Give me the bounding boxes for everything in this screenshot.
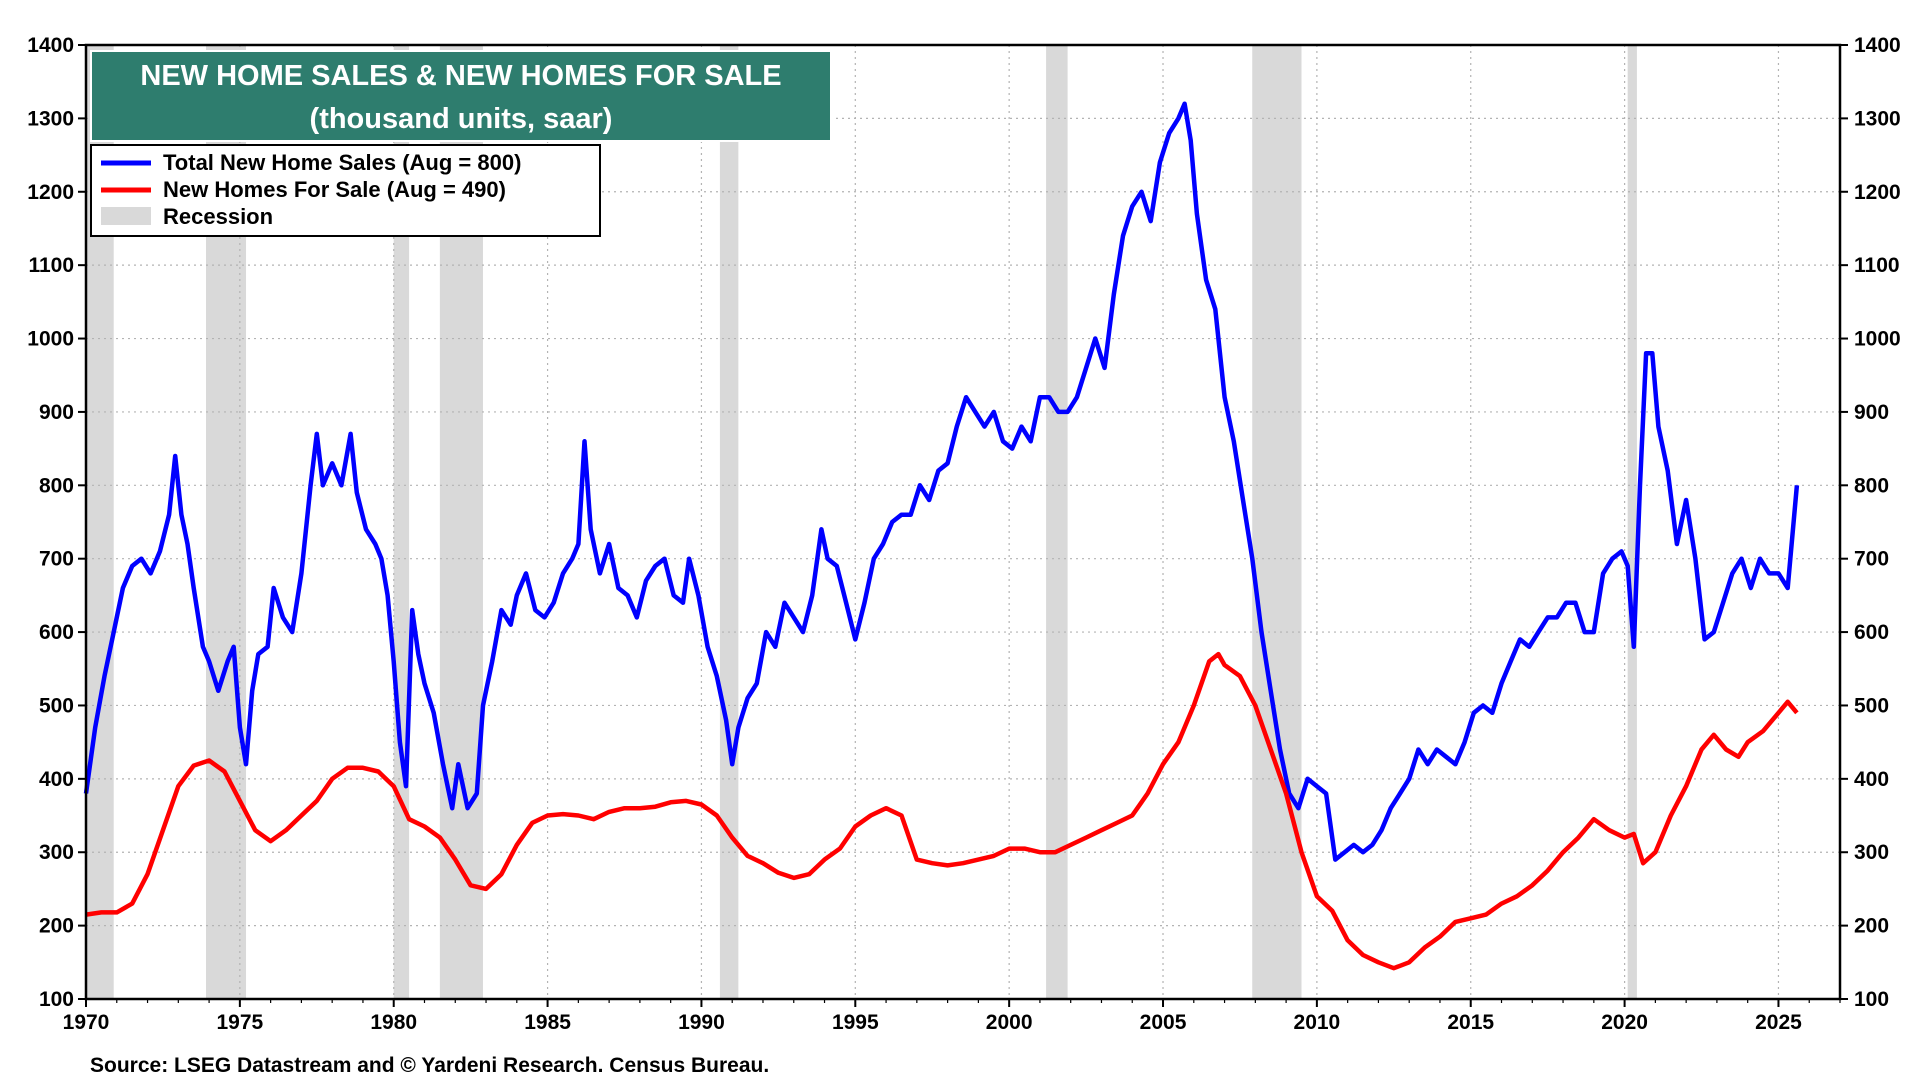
y-tick-label-right-5: 600 <box>1854 621 1889 644</box>
y-tick-label-left-0: 100 <box>39 988 74 1011</box>
x-tick-label-0: 1970 <box>63 1011 110 1034</box>
y-tick-label-right-4: 500 <box>1854 694 1889 717</box>
recession-band-4 <box>719 45 739 999</box>
x-tick-label-2: 1980 <box>370 1011 417 1034</box>
recession-band-5 <box>1046 45 1068 999</box>
y-tick-label-right-2: 300 <box>1854 841 1889 864</box>
y-tick-label-left-6: 700 <box>39 548 74 571</box>
chart-title: NEW HOME SALES & NEW HOMES FOR SALE <box>140 60 781 92</box>
series-line-0 <box>83 101 1800 862</box>
x-tick-label-9: 2015 <box>1447 1011 1494 1034</box>
y-tick-label-left-3: 400 <box>39 768 74 791</box>
x-tick-label-1: 1975 <box>217 1011 264 1034</box>
y-tick-label-right-10: 1100 <box>1854 254 1900 277</box>
x-tick-label-5: 1995 <box>832 1011 879 1034</box>
y-tick-label-left-4: 500 <box>39 694 74 717</box>
x-tick-label-4: 1990 <box>678 1011 725 1034</box>
legend-label-recession: Recession <box>163 204 273 229</box>
y-tick-label-left-10: 1100 <box>28 254 74 277</box>
y-tick-label-left-11: 1200 <box>27 181 74 204</box>
legend-label-sales: Total New Home Sales (Aug = 800) <box>163 150 521 175</box>
y-tick-label-right-6: 700 <box>1854 548 1889 571</box>
x-tick-label-6: 2000 <box>986 1011 1033 1034</box>
y-tick-label-right-7: 800 <box>1854 474 1889 497</box>
x-tick-label-11: 2025 <box>1755 1011 1802 1034</box>
legend-box <box>90 144 601 237</box>
y-tick-label-right-3: 400 <box>1854 768 1889 791</box>
x-tick-label-8: 2010 <box>1294 1011 1341 1034</box>
plot-frame <box>84 43 1842 1001</box>
y-tick-label-right-9: 1000 <box>1854 328 1901 351</box>
x-tick-label-10: 2020 <box>1601 1011 1648 1034</box>
y-tick-label-right-13: 1400 <box>1854 34 1901 57</box>
series-lines <box>83 101 1800 971</box>
y-tick-label-left-9: 1000 <box>27 328 74 351</box>
y-tick-label-left-2: 300 <box>39 841 74 864</box>
x-tick-label-3: 1985 <box>524 1011 571 1034</box>
source-note: Source: LSEG Datastream and © Yardeni Re… <box>90 1054 769 1077</box>
legend-swatch-recession <box>101 207 151 225</box>
y-tick-label-left-7: 800 <box>39 474 74 497</box>
series-line-1 <box>85 651 1799 971</box>
y-tick-label-right-12: 1300 <box>1854 107 1901 130</box>
y-tick-label-left-12: 1300 <box>27 107 74 130</box>
recession-band-7 <box>1627 45 1637 999</box>
x-tick-label-7: 2005 <box>1140 1011 1187 1034</box>
y-tick-label-left-1: 200 <box>39 915 74 938</box>
y-tick-label-left-5: 600 <box>39 621 74 644</box>
y-tick-label-left-8: 900 <box>39 401 74 424</box>
legend: Total New Home Sales (Aug = 800) New Hom… <box>90 144 601 237</box>
y-tick-label-left-13: 1400 <box>27 34 74 57</box>
y-tick-label-right-0: 100 <box>1854 988 1889 1011</box>
y-tick-label-right-1: 200 <box>1854 915 1889 938</box>
chart-subtitle: (thousand units, saar) <box>310 103 613 135</box>
title-box: NEW HOME SALES & NEW HOMES FOR SALE (tho… <box>90 50 832 142</box>
legend-label-for-sale: New Homes For Sale (Aug = 490) <box>163 177 506 202</box>
y-tick-label-right-11: 1200 <box>1854 181 1901 204</box>
y-tick-label-right-8: 900 <box>1854 401 1889 424</box>
recession-band-6 <box>1252 45 1302 999</box>
axes: 100 100 200 200 300 300 400 400 500 500 600 600 700 7… <box>27 34 1900 1034</box>
